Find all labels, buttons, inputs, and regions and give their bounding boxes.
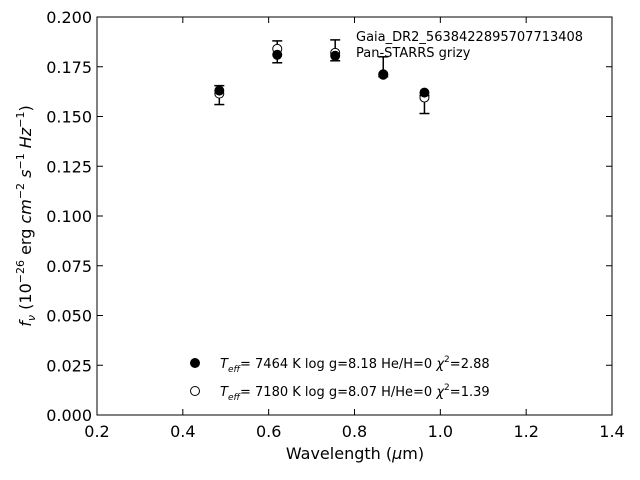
x-tick-label: 0.4 — [170, 422, 195, 441]
filled-circle-point — [419, 87, 430, 98]
y-tick-label: 0.075 — [46, 257, 92, 276]
filled-circle-point — [378, 69, 389, 80]
filled-circle-point — [272, 49, 283, 60]
y-axis-label: fν (10−26 erg cm−2 s−1 Hz−1) — [14, 105, 38, 326]
annotation-survey: Pan-STARRS grizy — [356, 46, 471, 61]
x-tick-label: 1.2 — [513, 422, 538, 441]
filled-circle-point — [214, 85, 225, 96]
annotation-star-id: Gaia_DR2_5638422895707713408 — [356, 30, 583, 45]
y-tick-label: 0.050 — [46, 307, 92, 326]
y-tick-label: 0.000 — [46, 406, 92, 425]
plot-frame — [96, 16, 613, 416]
x-axis-label: Wavelength (μm) — [286, 444, 424, 463]
x-tick-label: 1.0 — [428, 422, 453, 441]
y-tick-label: 0.175 — [46, 58, 92, 77]
x-tick-label: 0.6 — [256, 422, 281, 441]
y-tick-label: 0.200 — [46, 8, 92, 27]
x-tick-label: 0.8 — [342, 422, 367, 441]
y-tick-label: 0.025 — [46, 356, 92, 375]
ticks-layer: 0.2 0.4 0.6 0.8 1.0 1.2 1.4 0.000 0.025 0.050 0.07… — [46, 8, 625, 441]
y-tick-label: 0.125 — [46, 157, 92, 176]
x-tick-label: 0.2 — [84, 422, 109, 441]
legend-marker-filled — [190, 358, 200, 368]
y-tick-label: 0.100 — [46, 207, 92, 226]
x-tick-label: 1.4 — [599, 422, 624, 441]
marks-layer — [214, 39, 430, 115]
filled-circle-point — [330, 50, 341, 61]
legend-marker-open — [190, 386, 200, 396]
legend: Teff= 7464 K log g=8.18 He/H=0 χ2=2.88 T… — [190, 355, 490, 403]
y-tick-label: 0.150 — [46, 108, 92, 127]
legend-entry-2: Teff= 7180 K log g=8.07 H/He=0 χ2=1.39 — [220, 383, 490, 403]
legend-entry-1: Teff= 7464 K log g=8.18 He/H=0 χ2=2.88 — [220, 355, 490, 375]
